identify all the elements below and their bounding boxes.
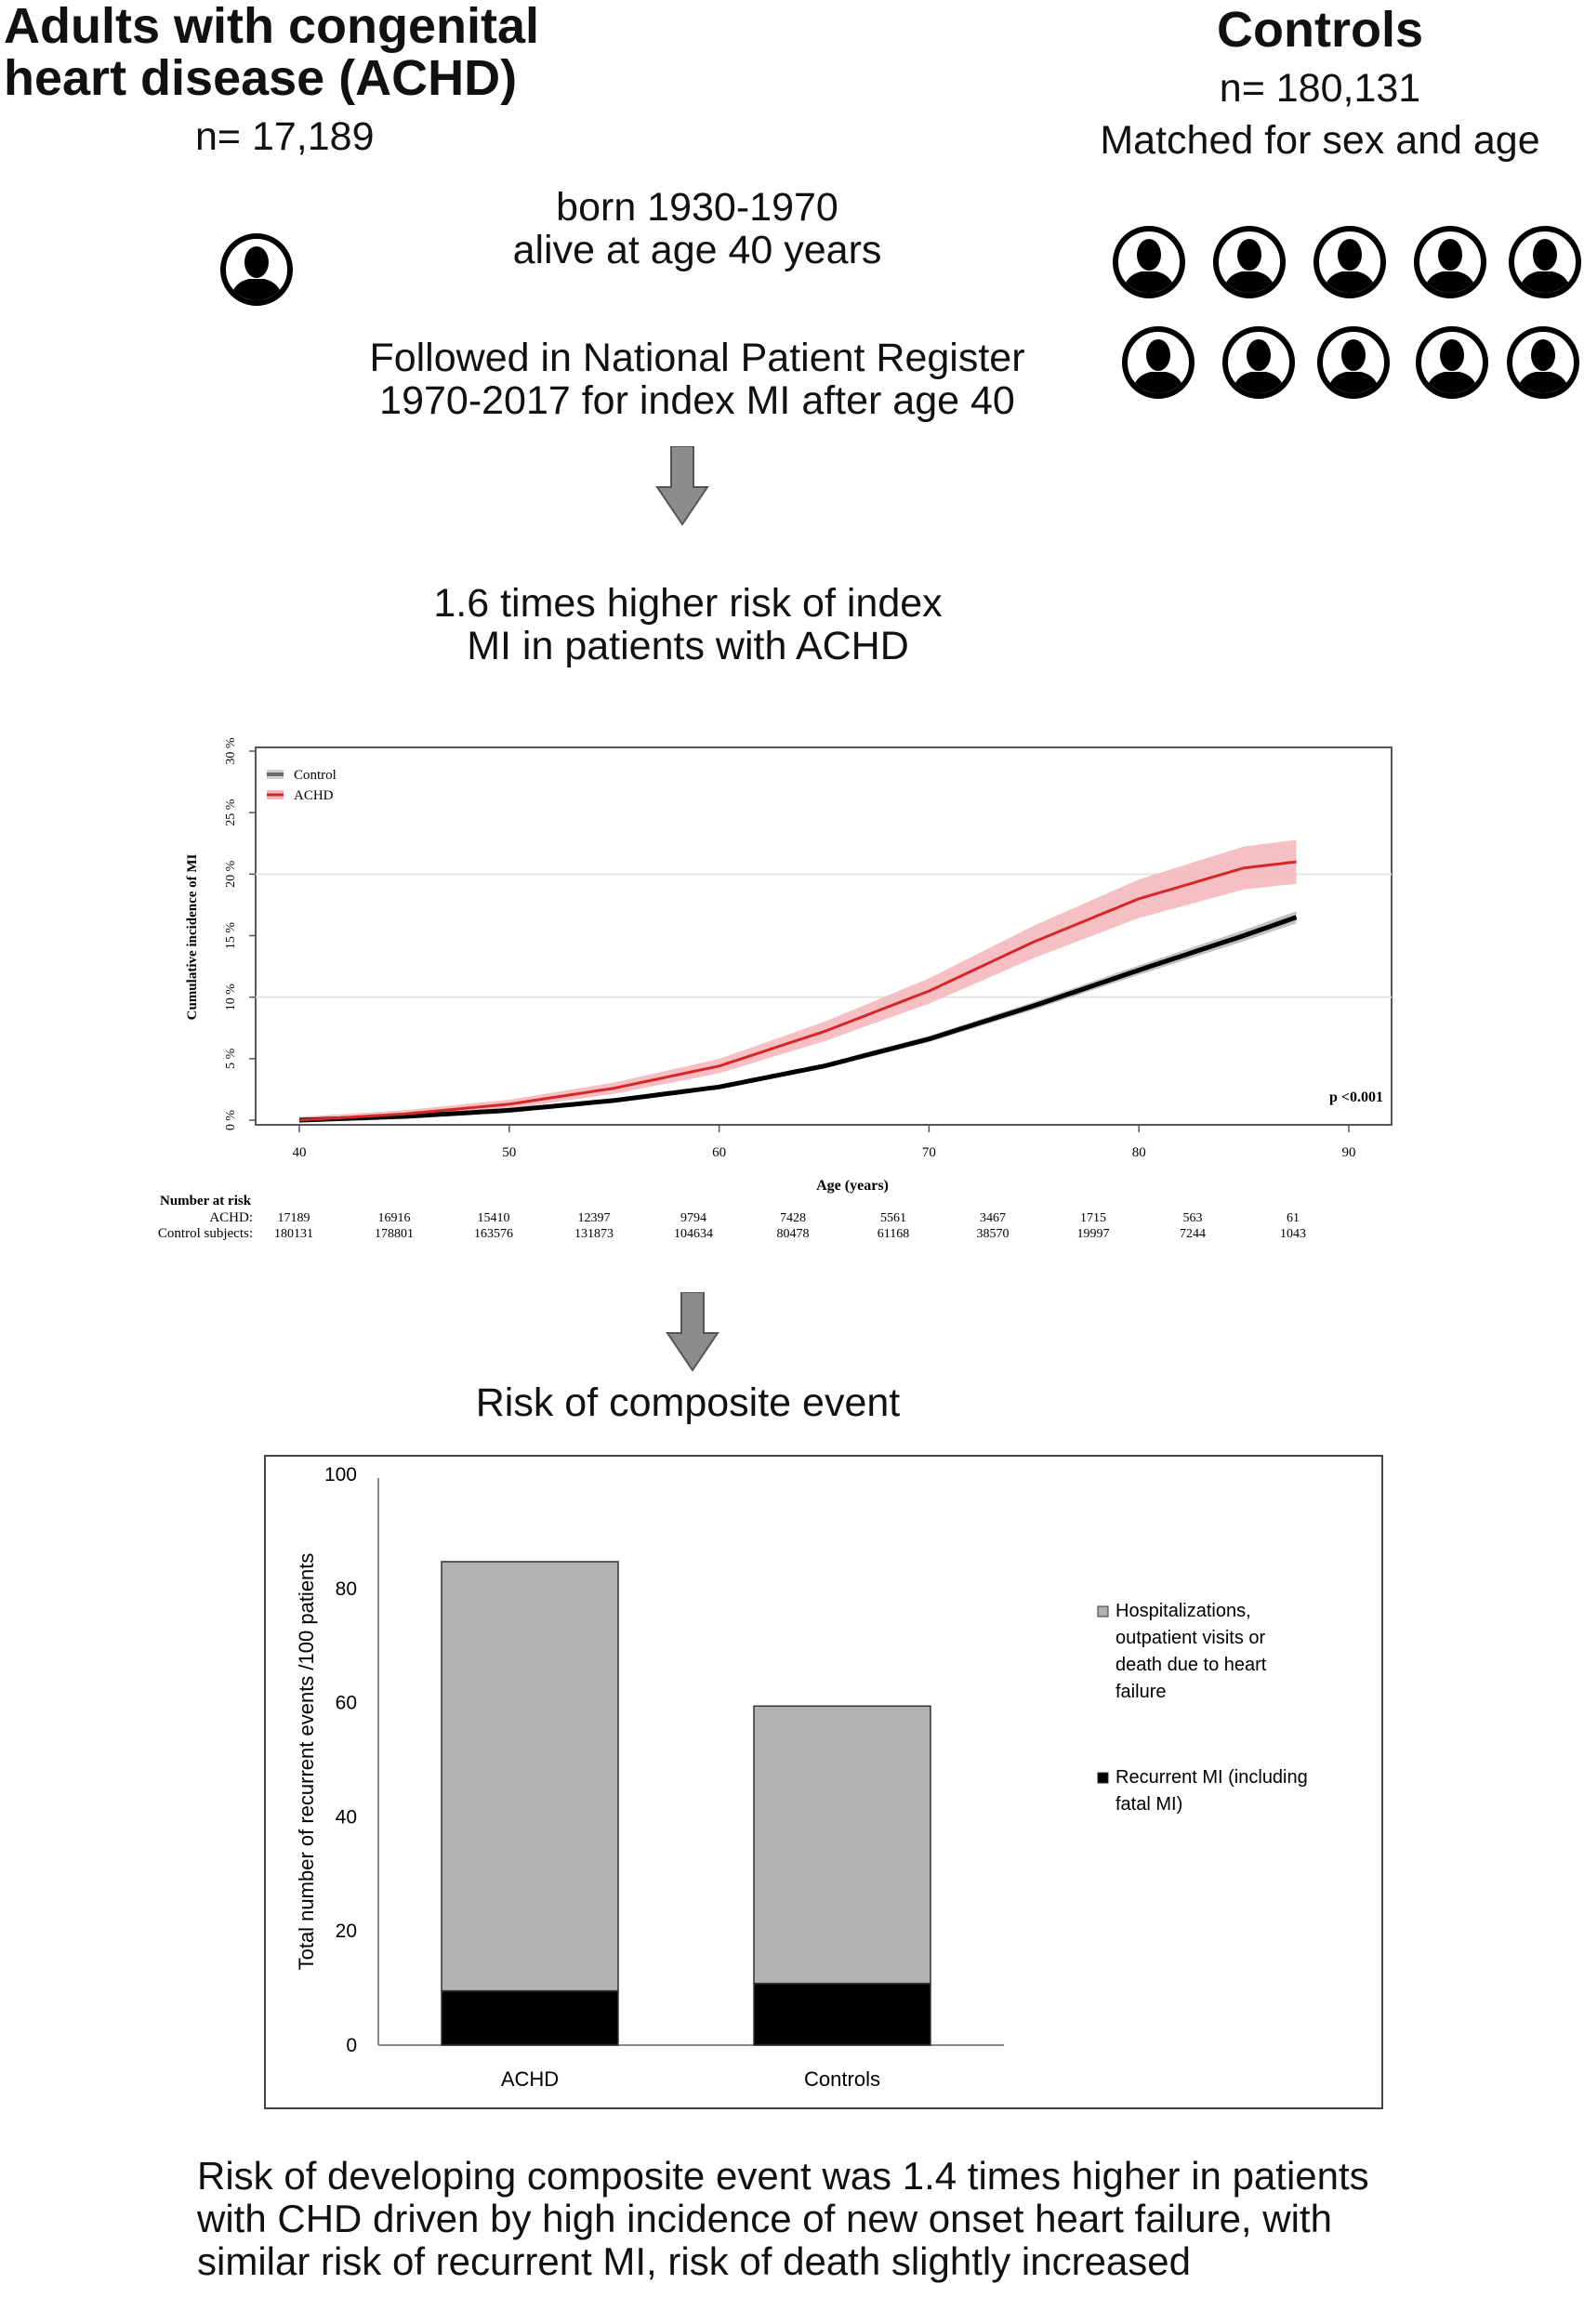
risk-table-cell: 131873 [574,1227,614,1241]
bar-chart-frame [264,1455,1383,2109]
risk-table-cell: 19997 [1077,1227,1110,1241]
person-icon [1115,229,1182,299]
legend-label: fatal MI) [1115,1794,1182,1815]
risk-table-cell: 3467 [980,1211,1006,1225]
controls-subtitle: Matched for sex and age [1100,118,1540,163]
followup-line2: 1970-2017 for index MI after age 40 [379,378,1015,423]
risk-table-control-label: Control subjects: [158,1226,253,1241]
x-axis-label: Age (years) [816,1178,889,1194]
bar-legend: Hospitalizations, outpatient visits or dea… [1097,1601,1308,1815]
risk-table-cell: 16916 [378,1211,411,1225]
cohort-birth: born 1930-1970 [556,185,838,230]
risk-table-cell: 9794 [680,1211,706,1225]
bar-y-tick-label: 80 [336,1578,357,1600]
risk-table-cell: 80478 [777,1227,810,1241]
y-tick-label: 5 % [224,1048,238,1069]
bar-heart-failure-segment [441,1561,619,1992]
x-tick-label: 80 [1132,1145,1146,1160]
legend-label: Recurrent MI (including [1115,1767,1308,1788]
person-icon [1419,329,1485,400]
legend-swatch [1097,1605,1109,1618]
legend-label: death due to heart [1115,1655,1267,1675]
risk-table-cell: 180131 [274,1227,313,1241]
controls-group-title: Controls [1217,2,1423,58]
risk-table-cell: 61 [1287,1211,1300,1225]
p-value-annotation: p <0.001 [1329,1089,1383,1105]
risk-table-cell: 178801 [375,1227,414,1241]
legend-control-label: Control [294,768,337,783]
bar-recurrent-mi-segment [441,1989,619,2046]
risk-table-achd-label: ACHD: [209,1210,253,1225]
legend-swatch [1097,1772,1109,1784]
bar-y-axis-label: Total number of recurrent events /100 pa… [295,1553,318,1971]
y-tick-label: 10 % [224,984,238,1011]
down-arrow-icon [666,1292,719,1372]
legend-achd-label: ACHD [294,788,334,803]
bar-y-tick-label: 20 [336,1921,357,1942]
person-icon [1510,329,1577,400]
y-tick-label: 15 % [224,922,238,950]
bar-y-tick-label: 40 [336,1806,357,1828]
person-icon [1216,229,1283,299]
person-icon [1225,329,1292,400]
risk-table-cell: 38570 [977,1227,1010,1241]
cumulative-incidence-chart: 0 %5 %10 %15 %20 %25 %30 % 40 50 60 70 80 90 … [158,737,1393,1241]
x-tick-label: 60 [712,1145,726,1160]
person-icon [1511,229,1578,299]
bar-heart-failure-segment [753,1705,931,1985]
legend-label: failure [1115,1682,1166,1702]
down-arrow-icon [655,446,709,526]
controls-count: n= 180,131 [1219,66,1421,111]
conclusion-text: Risk of developing composite event was 1… [197,2154,1369,2283]
risk-table-cell: 163576 [474,1227,513,1241]
finding-line1: 1.6 times higher risk of index [433,581,943,626]
risk-table-cell: 5561 [880,1211,906,1225]
achd-confidence-band [299,839,1297,1120]
control-line [298,915,1298,1123]
y-tick-label: 20 % [224,860,238,888]
x-tick-label: 50 [502,1145,516,1160]
risk-table-cell: 15410 [478,1211,510,1225]
risk-table-cell: 61168 [878,1227,909,1241]
risk-table-cell: 12397 [578,1211,611,1225]
x-tick-label: 70 [922,1145,936,1160]
finding-line2: MI in patients with ACHD [467,624,909,668]
risk-table-cell: 1043 [1280,1227,1306,1241]
risk-table-cell: 7244 [1180,1227,1206,1241]
risk-table-cell: 104634 [674,1227,713,1241]
control-confidence-band [299,911,1297,1120]
y-tick-label: 0 % [224,1110,238,1131]
legend-label: outpatient visits or [1115,1628,1266,1648]
y-tick-label: 30 % [224,737,238,765]
legend-label: Hospitalizations, [1115,1601,1251,1621]
achd-count: n= 17,189 [195,114,375,159]
risk-table-cell: 7428 [780,1211,806,1225]
followup-line1: Followed in National Patient Register [369,336,1025,380]
person-icon [223,236,290,307]
person-icon [1316,229,1383,299]
bar-y-tick-label: 60 [336,1693,357,1714]
bar-recurrent-mi-segment [753,1982,931,2046]
person-icon [1320,329,1387,400]
x-tick-label: 40 [293,1145,307,1160]
bar-y-tick-label: 0 [346,2035,357,2056]
x-tick-label: 90 [1342,1145,1356,1160]
recurrent-events-bar-chart: 0 20 40 60 80 100 ACHD Controls Total number o… [264,1455,1383,2109]
cohort-alive: alive at age 40 years [512,228,882,272]
achd-group-title: Adults with congenital heart disease (AC… [4,0,539,106]
bar-y-tick-label: 100 [324,1464,357,1486]
legend: Control ACHD [267,768,337,803]
bar-category-label: ACHD [501,2067,559,2091]
risk-table-title: Number at risk [160,1194,252,1208]
bar-category-label: Controls [804,2067,880,2091]
risk-table-cell: 1715 [1080,1211,1106,1225]
person-icon [1125,329,1192,400]
y-tick-label: 25 % [224,799,238,826]
y-axis-label: Cumulative incidence of MI [185,853,200,1020]
risk-table-cell: 563 [1183,1211,1203,1225]
composite-event-title: Risk of composite event [475,1380,901,1425]
person-icon [1417,229,1484,299]
achd-line [298,860,1297,1122]
risk-table-cell: 17189 [278,1211,310,1225]
